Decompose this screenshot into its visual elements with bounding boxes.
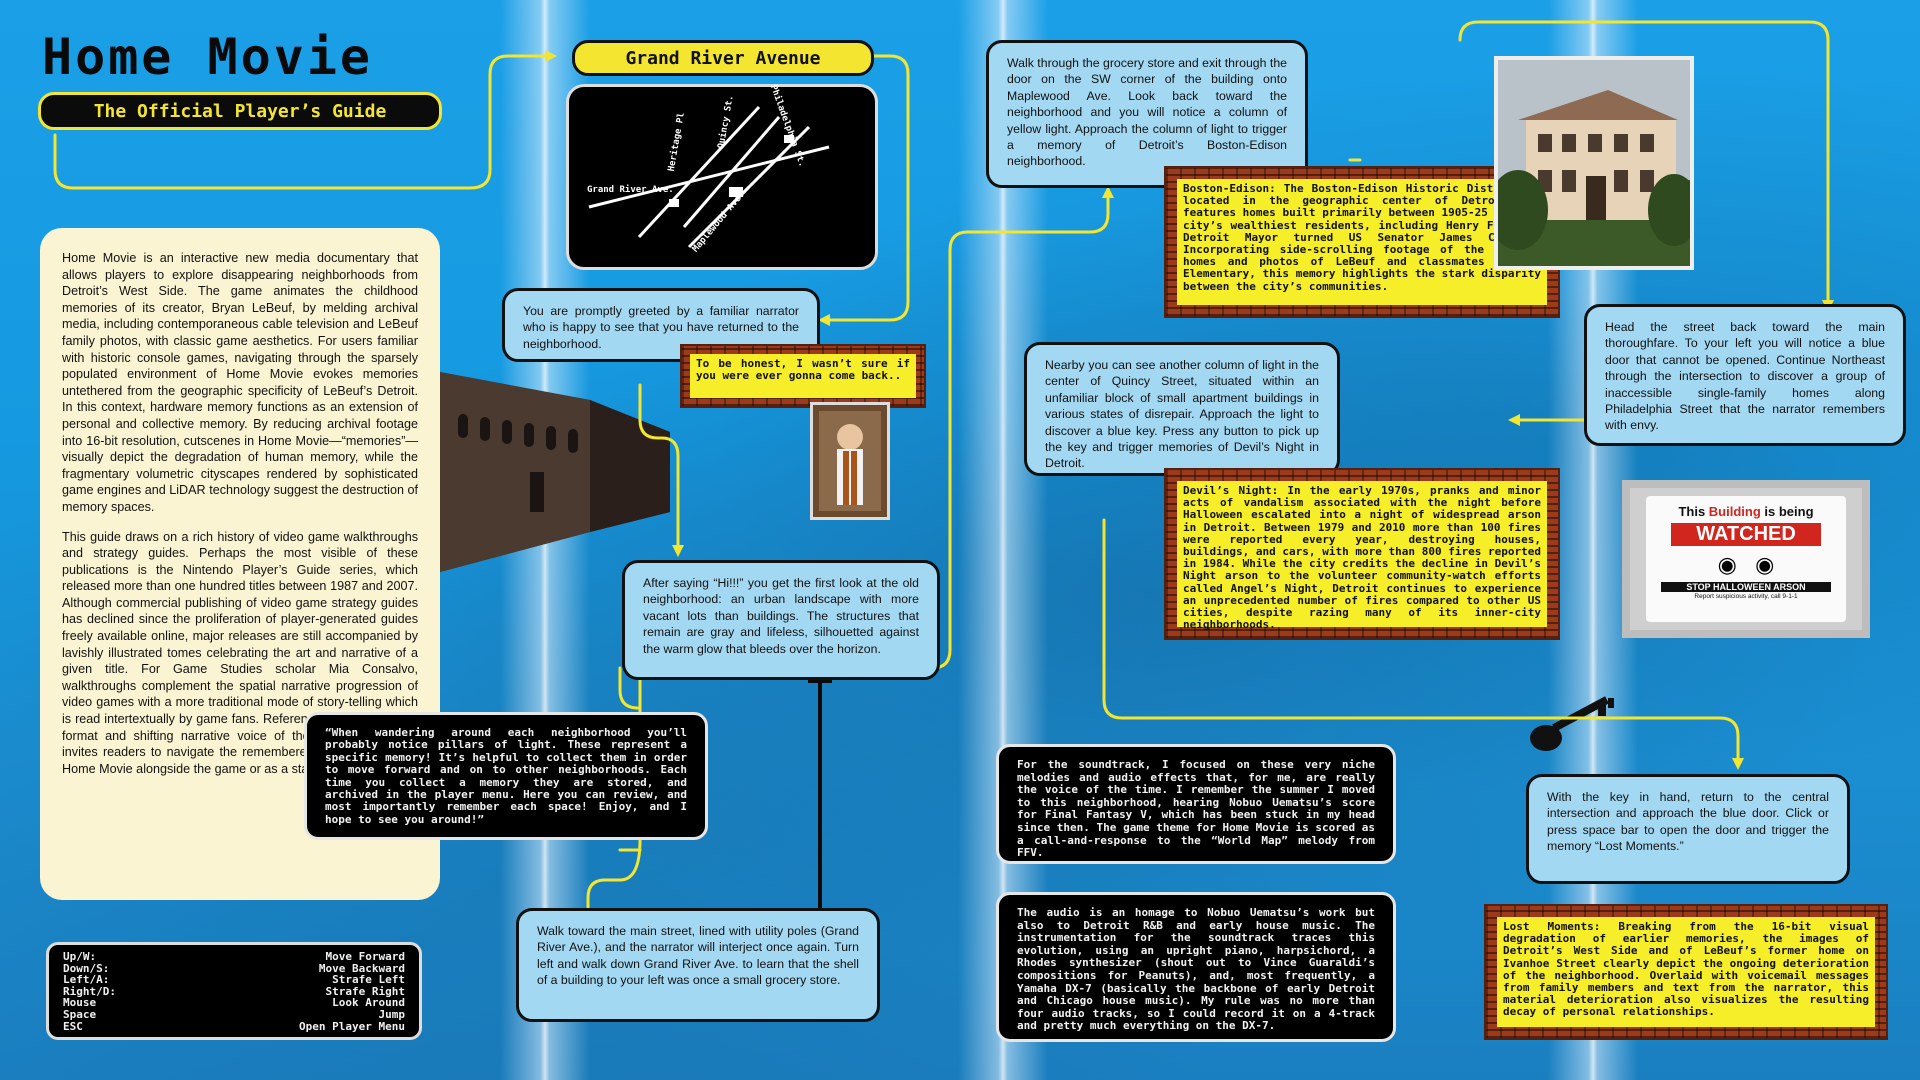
memory-boston-edison: Boston-Edison: The Boston-Edison Histori… [1164,166,1560,318]
control-row: ESC Open Player Menu [63,1019,405,1033]
map-label-grand-river: Grand River Ave. [587,185,674,195]
sign-line-1: This Building is being [1678,504,1814,519]
control-row: Mouse Look Around [63,996,405,1010]
sign-board: This Building is being WATCHED ◉ ◉ STOP … [1646,496,1846,622]
halloween-arson-sign-photo: This Building is being WATCHED ◉ ◉ STOP … [1622,480,1870,638]
step-greeting: You are promptly greeted by a familiar n… [502,288,820,362]
grocery-building-illustration [440,372,670,572]
step-first-look: After saying “Hi!!!” you get the first l… [622,560,940,680]
map-streets [588,105,830,249]
intro-paragraph-2: This guide draws on a rich history of vi… [62,529,418,776]
guide-subtitle: The Official Player’s Guide [93,100,387,122]
step-key: With the key in hand, return to the cent… [1526,774,1850,884]
neighborhood-map: Grand River Ave. Heritage Pl Quincy St. … [566,84,878,270]
blue-key-icon [1530,696,1614,751]
location-title-badge: Grand River Avenue [572,40,874,76]
narrator-pillars-quote: “When wandering around each neighborhood… [304,712,708,840]
control-row: Down/S: Move Backward [63,961,405,975]
step-thoroughfare: Head the street back toward the main tho… [1584,304,1906,446]
control-row: Space Jump [63,1007,405,1021]
soundtrack-quote-2: The audio is an homage to Nobuo Uematsu’… [996,892,1396,1042]
sign-report: Report suspicious activity, call 9-1-1 [1694,593,1798,600]
intro-text-panel: Home Movie is an interactive new media d… [40,228,440,900]
childhood-photo [810,402,890,520]
memory-lost-moments: Lost Moments: Breaking from the 16-bit v… [1484,904,1888,1040]
guide-subtitle-badge: The Official Player’s Guide [38,92,442,130]
step-grocery: Walk through the grocery store and exit … [986,40,1308,188]
boston-edison-house-photo [1488,56,1700,270]
soundtrack-quote-1: For the soundtrack, I focused on these v… [996,744,1396,864]
memory-devils-night: Devil’s Night: In the early 1970s, prank… [1164,468,1560,640]
child-portrait-image [813,405,887,517]
step-quincy: Nearby you can see another column of lig… [1024,342,1340,476]
narrator-honest-quote: To be honest, I wasn’t sure if you were … [680,344,926,408]
house-image [1488,60,1700,266]
sign-watched: WATCHED [1671,523,1821,546]
control-row: Up/W: Move Forward [63,950,405,963]
step-main-street: Walk toward the main street, lined with … [516,908,880,1022]
sign-stop-arson: STOP HALLOWEEN ARSON [1661,582,1831,592]
eyes-icon: ◉ ◉ [1717,552,1775,577]
control-row: Right/D: Strafe Right [63,984,405,998]
intro-paragraph-1: Home Movie is an interactive new media d… [62,251,418,514]
controls-panel: Up/W: Move Forward Down/S: Move Backward L… [46,942,422,1040]
page-title: Home Movie [42,28,374,86]
location-title: Grand River Avenue [625,47,821,69]
control-row: Left/A: Strafe Left [63,973,405,987]
